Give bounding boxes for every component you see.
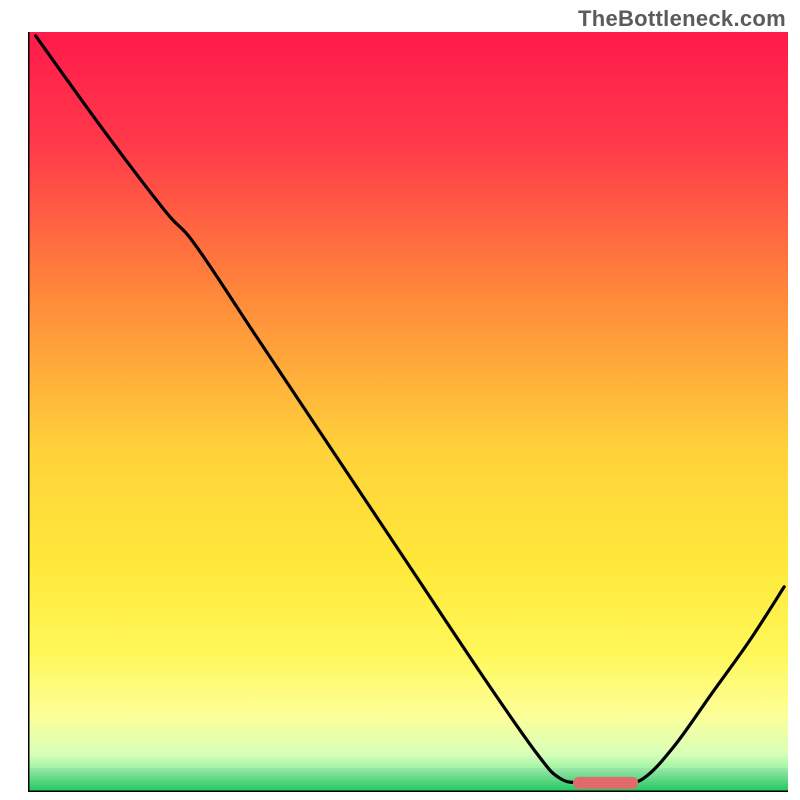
green-band [28, 768, 788, 792]
plot-area [28, 32, 788, 792]
chart-container: TheBottleneck.com [0, 0, 800, 800]
gradient-background [28, 32, 788, 792]
chart-svg [28, 32, 788, 792]
attribution-label: TheBottleneck.com [578, 6, 786, 32]
